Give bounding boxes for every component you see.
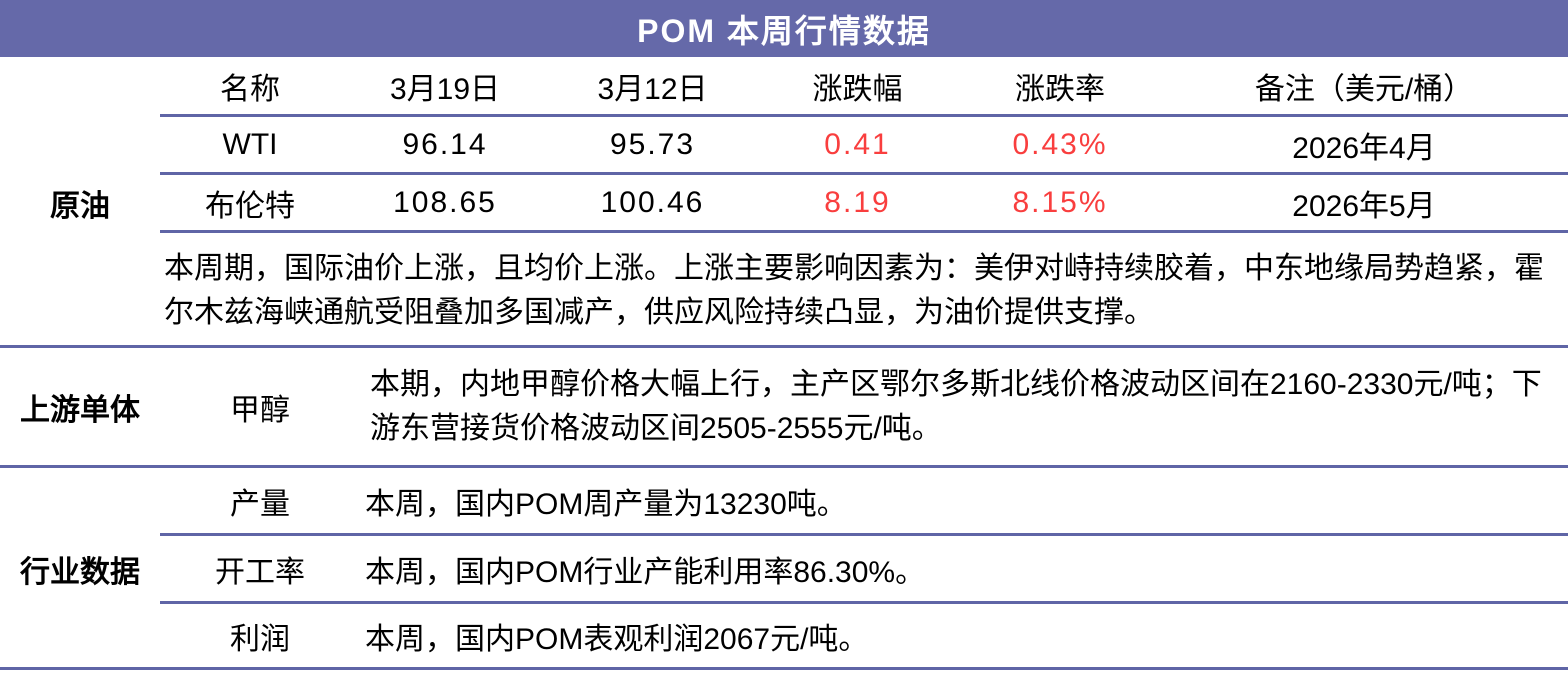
divider <box>160 533 1568 536</box>
header-date2: 3月12日 <box>597 72 708 106</box>
cell-change-value: 0.41 <box>824 127 891 161</box>
cell-date2-value: 100.46 <box>600 185 705 219</box>
item-label-operating-rate: 开工率 <box>215 555 305 589</box>
table-row-wti: WTI 96.14 95.73 0.41 0.43% 2026年4月 <box>0 117 1568 172</box>
divider <box>160 114 1568 117</box>
upstream-section-row: 上游单体 甲醇 本期，内地甲醇价格大幅上行，主产区鄂尔多斯北线价格波动区间在21… <box>0 348 1568 465</box>
methanol-summary-text: 本期，内地甲醇价格大幅上行，主产区鄂尔多斯北线价格波动区间在2160-2330元… <box>370 367 1542 445</box>
cell-name: 布伦特 <box>205 189 295 223</box>
header-date1: 3月19日 <box>389 72 501 106</box>
section-label-industry: 行业数据 <box>20 555 140 589</box>
cell-note: 2026年5月 <box>1292 189 1436 223</box>
cell-note: 2026年4月 <box>1292 131 1436 165</box>
operating-rate-summary-text: 本周，国内POM行业产能利用率86.30%。 <box>365 555 926 589</box>
output-summary-text: 本周，国内POM周产量为13230吨。 <box>365 487 847 521</box>
section-label-crude: 原油 <box>50 189 110 223</box>
cell-date1-value: 96.14 <box>402 127 488 161</box>
divider <box>160 172 1568 175</box>
header-change: 涨跌幅 <box>812 72 903 106</box>
report-title-bar: POM 本周行情数据 <box>0 0 1568 57</box>
crude-table-header-row: 名称 3月19日 3月12日 涨跌幅 涨跌率 备注（美元/桶） <box>0 57 1568 114</box>
divider <box>160 601 1568 604</box>
table-row-brent: 原油 布伦特 108.65 100.46 8.19 8.15% 2026年5月 <box>0 175 1568 230</box>
cell-change-value: 8.19 <box>824 185 891 219</box>
divider-full-bottom <box>0 667 1568 670</box>
profit-summary-text: 本周，国内POM表观利润2067元/吨。 <box>365 622 869 656</box>
cell-change-pct-value: 0.43% <box>1012 127 1108 161</box>
item-label-methanol: 甲醇 <box>230 393 290 427</box>
industry-row-operating-rate: 行业数据 开工率 本周，国内POM行业产能利用率86.30%。 <box>0 536 1568 601</box>
cell-name: WTI <box>222 127 278 161</box>
header-name: 名称 <box>220 72 280 106</box>
report-title: POM 本周行情数据 <box>637 12 931 49</box>
item-label-output: 产量 <box>230 487 290 521</box>
industry-row-output: 产量 本周，国内POM周产量为13230吨。 <box>0 468 1568 533</box>
header-note: 备注（美元/桶） <box>1254 72 1474 106</box>
cell-date1-value: 108.65 <box>393 185 497 219</box>
industry-row-profit: 利润 本周，国内POM表观利润2067元/吨。 <box>0 604 1568 667</box>
cell-change-pct-value: 8.15% <box>1012 185 1108 219</box>
cell-date2-value: 95.73 <box>609 127 696 161</box>
crude-summary-text: 本周期，国际油价上涨，且均价上涨。上涨主要影响因素为：美伊对峙持续胶着，中东地缘… <box>164 252 1544 329</box>
divider <box>160 230 1568 233</box>
divider-full <box>0 465 1568 468</box>
item-label-profit: 利润 <box>230 622 290 656</box>
header-change-pct: 涨跌率 <box>1015 72 1105 106</box>
divider-full <box>0 345 1568 348</box>
section-label-upstream: 上游单体 <box>20 393 140 427</box>
